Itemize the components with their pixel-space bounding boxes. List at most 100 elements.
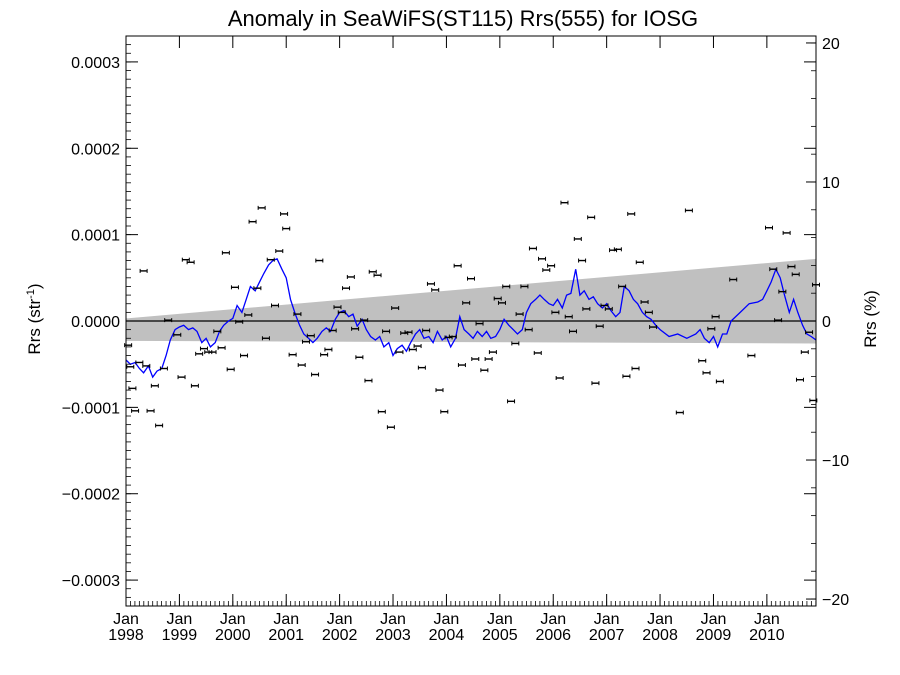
x-tick-month-label: Jan	[327, 611, 353, 628]
y-axis-label: Rrs (str-1)	[25, 283, 44, 354]
trend-band-layer	[126, 258, 816, 344]
y2-tick-label: 0	[822, 314, 831, 331]
data-point	[221, 250, 230, 255]
data-point	[555, 376, 564, 380]
data-point	[244, 312, 253, 317]
data-point	[293, 312, 302, 317]
smooth-line-layer	[125, 257, 817, 379]
data-point	[360, 318, 369, 323]
data-point	[613, 247, 622, 252]
data-point	[413, 344, 422, 349]
data-point	[564, 314, 573, 319]
x-tick-month-label: Jan	[273, 611, 299, 628]
data-point	[578, 258, 587, 263]
data-point	[253, 286, 262, 291]
data-point	[520, 284, 529, 289]
data-point	[164, 318, 173, 323]
data-point	[177, 375, 186, 380]
data-point	[422, 328, 431, 333]
data-point	[146, 408, 155, 413]
data-point	[497, 300, 506, 305]
data-point	[805, 330, 814, 335]
data-points-layer	[124, 200, 820, 430]
data-point	[515, 312, 524, 317]
y2-tick-label: 10	[822, 175, 840, 192]
y2-tick-label: −20	[822, 592, 849, 609]
data-point	[342, 286, 351, 291]
data-point	[257, 205, 266, 210]
data-point	[800, 350, 809, 355]
data-point	[778, 289, 787, 294]
data-point	[351, 326, 360, 331]
data-point	[600, 303, 609, 308]
x-tick-month-label: Jan	[113, 611, 139, 628]
data-point	[328, 328, 337, 333]
data-point	[573, 236, 582, 241]
x-tick-month-label: Jan	[754, 611, 780, 628]
data-point	[150, 383, 159, 388]
data-point	[417, 365, 426, 370]
data-point	[139, 268, 148, 273]
data-point	[528, 246, 537, 251]
x-tick-year-label: 2008	[642, 627, 678, 644]
data-point	[618, 284, 627, 289]
y-tick-label: 0.0003	[71, 55, 120, 72]
x-tick-year-label: 1998	[108, 627, 144, 644]
data-point	[787, 264, 796, 269]
data-point	[640, 300, 649, 304]
x-tick-month-label: Jan	[167, 611, 193, 628]
x-tick-month-label: Jan	[647, 611, 673, 628]
data-point	[769, 267, 778, 272]
data-point	[484, 357, 493, 361]
x-tick-year-label: 1999	[162, 627, 198, 644]
data-point	[386, 425, 395, 430]
x-tick-year-label: 2009	[696, 627, 732, 644]
data-point	[155, 423, 164, 428]
x-tick-year-label: 2002	[322, 627, 358, 644]
data-point	[280, 211, 289, 216]
x-tick-month-label: Jan	[701, 611, 727, 628]
data-point	[382, 329, 391, 334]
data-point	[426, 281, 435, 286]
data-point	[791, 272, 800, 277]
data-point	[377, 409, 386, 414]
data-point	[311, 372, 320, 377]
x-tick-year-label: 2001	[268, 627, 304, 644]
right-y-axis: 20 10 0 −10 −20	[806, 36, 849, 609]
y-tick-label: 0.0000	[71, 314, 120, 331]
data-point	[774, 318, 783, 323]
data-point	[355, 355, 364, 360]
y-tick-label: −0.0003	[62, 573, 120, 590]
data-point	[684, 208, 693, 213]
data-point	[235, 319, 244, 324]
data-point	[569, 329, 578, 334]
data-point	[159, 366, 168, 371]
data-point	[404, 330, 413, 335]
x-tick-month-label: Jan	[594, 611, 620, 628]
data-point	[551, 310, 560, 315]
data-point	[395, 350, 404, 355]
data-point	[288, 352, 297, 357]
data-point	[337, 310, 346, 315]
data-point	[471, 357, 480, 361]
data-point	[431, 287, 440, 292]
data-point	[782, 230, 791, 235]
x-tick-year-label: 2010	[749, 627, 785, 644]
data-point	[595, 324, 604, 329]
data-point	[195, 351, 204, 356]
y-tick-label: 0.0001	[71, 228, 120, 245]
x-axis: Jan1998Jan1999Jan2000Jan2001Jan2002Jan20…	[108, 36, 817, 644]
data-point	[131, 408, 140, 413]
data-point	[711, 314, 720, 319]
data-point	[440, 409, 449, 414]
x-tick-year-label: 2003	[375, 627, 411, 644]
data-point	[457, 363, 466, 368]
data-point	[346, 274, 355, 279]
data-point	[324, 347, 333, 352]
x-tick-year-label: 2000	[215, 627, 251, 644]
data-point	[333, 305, 342, 310]
data-point	[511, 341, 520, 346]
data-point	[226, 367, 235, 372]
data-point	[707, 326, 716, 331]
